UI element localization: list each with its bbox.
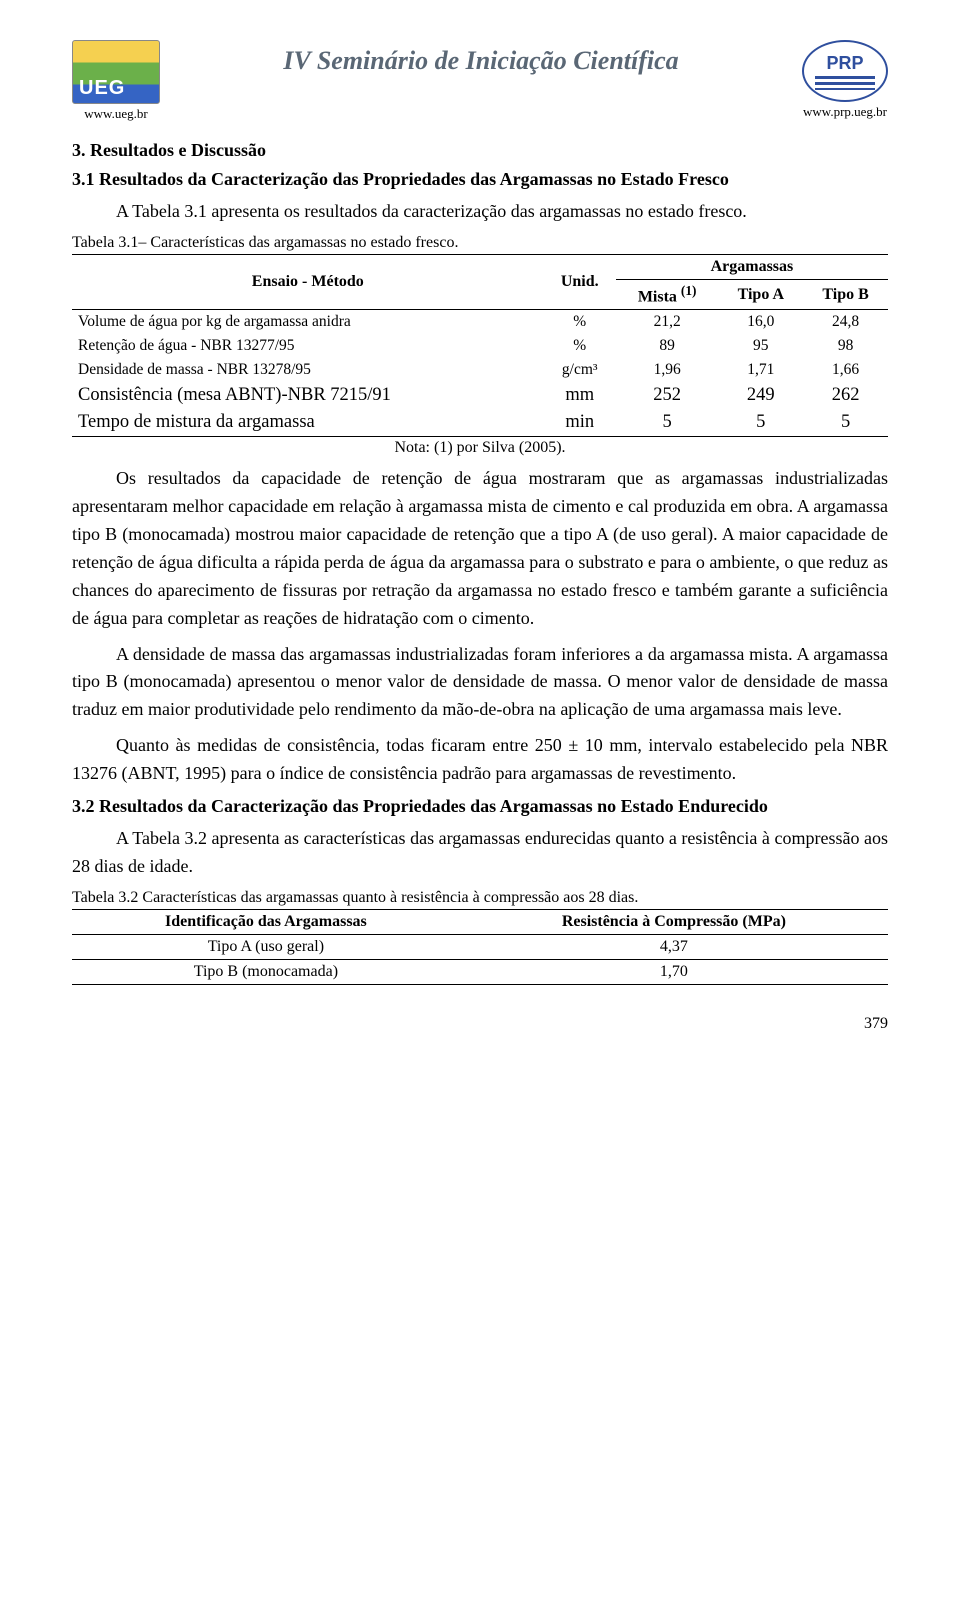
prp-logo-bars-icon [815, 76, 875, 90]
ueg-logo-text: UEG [79, 77, 125, 100]
table-3-1-col-unid: Unid. [544, 254, 616, 309]
table-3-1: Ensaio - Método Unid. Argamassas Mista (… [72, 254, 888, 437]
table-row: Tempo de mistura da argamassamin555 [72, 409, 888, 437]
page-number: 379 [72, 1015, 888, 1033]
page-header: UEG www.ueg.br IV Seminário de Iniciação… [72, 40, 888, 122]
table-3-1-note: Nota: (1) por Silva (2005). [72, 439, 888, 457]
table-row: Retenção de água - NBR 13277/95%899598 [72, 334, 888, 358]
table-3-1-caption: Tabela 3.1– Características das argamass… [72, 234, 888, 252]
table-row: Densidade de massa - NBR 13278/95g/cm³1,… [72, 358, 888, 382]
prp-logo-block: PRP www.prp.ueg.br [802, 40, 888, 120]
table-row: Consistência (mesa ABNT)-NBR 7215/91mm25… [72, 382, 888, 409]
table-3-2-col-id: Identificação das Argamassas [72, 909, 460, 934]
section-3-1-intro: A Tabela 3.1 apresenta os resultados da … [72, 198, 888, 226]
paragraph-retention: Os resultados da capacidade de retenção … [72, 465, 888, 632]
ueg-site-url: www.ueg.br [84, 106, 147, 122]
banner-title: IV Seminário de Iniciação Científica [160, 40, 802, 76]
table-row: Tipo B (monocamada)1,70 [72, 959, 888, 984]
table-row: Tipo A (uso geral)4,37 [72, 934, 888, 959]
section-3-1-heading: 3.1 Resultados da Caracterização das Pro… [72, 169, 888, 190]
table-3-1-col-mista: Mista (1) [616, 279, 719, 309]
prp-logo-icon: PRP [802, 40, 888, 102]
section-3-2-intro: A Tabela 3.2 apresenta as característica… [72, 825, 888, 881]
prp-site-url: www.prp.ueg.br [803, 104, 887, 120]
table-3-1-col-tipoB: Tipo B [803, 279, 888, 309]
ueg-logo-block: UEG www.ueg.br [72, 40, 160, 122]
ueg-logo-icon: UEG [72, 40, 160, 104]
prp-logo-text: PRP [826, 53, 863, 74]
section-3-2-heading: 3.2 Resultados da Caracterização das Pro… [72, 796, 888, 817]
table-3-2-col-res: Resistência à Compressão (MPa) [460, 909, 888, 934]
paragraph-consistency: Quanto às medidas de consistência, todas… [72, 732, 888, 788]
table-row: Volume de água por kg de argamassa anidr… [72, 310, 888, 335]
table-3-1-col-tipoA: Tipo A [718, 279, 803, 309]
table-3-1-col-group: Argamassas [616, 254, 888, 279]
table-3-2-caption: Tabela 3.2 Características das argamassa… [72, 889, 888, 907]
section-3-heading: 3. Resultados e Discussão [72, 140, 888, 161]
table-3-1-col-ensaio: Ensaio - Método [72, 254, 544, 309]
table-3-2: Identificação das Argamassas Resistência… [72, 909, 888, 985]
paragraph-density: A densidade de massa das argamassas indu… [72, 641, 888, 725]
